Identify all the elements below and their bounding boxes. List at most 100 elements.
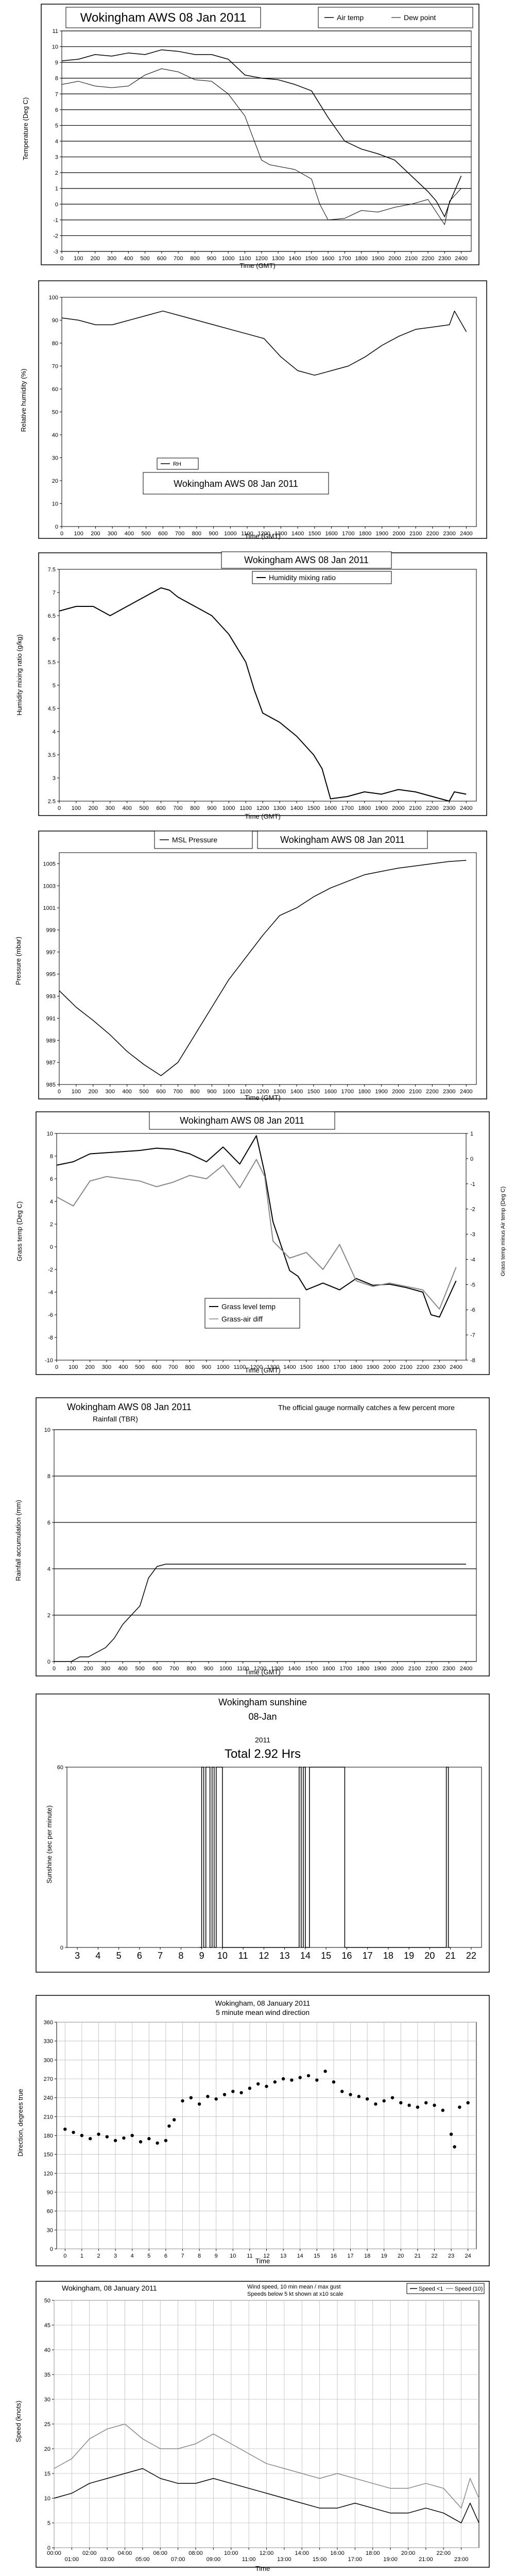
chart-title: Wokingham AWS 08 Jan 2011 (67, 1402, 192, 1412)
series-line-1 (61, 49, 462, 217)
data-point (365, 2097, 369, 2101)
chart-frame (38, 280, 487, 539)
x-tick-label: 0 (55, 1364, 58, 1370)
y-tick-label: 4 (50, 1199, 53, 1205)
series-line-1 (199, 1767, 451, 1948)
y-tick-label: 7.5 (48, 567, 56, 573)
y-tick-label: -10 (45, 1358, 53, 1364)
x-tick-label: 1600 (324, 1089, 337, 1095)
x-tick-label: 1100 (239, 1089, 252, 1095)
y-axis-label: Direction, degrees true (16, 2089, 24, 2157)
y-tick-label: -2 (53, 233, 58, 239)
x-tick-label: 09:00 (207, 2556, 221, 2563)
x-tick-label: 1800 (357, 1666, 369, 1672)
x-tick-label: 18 (364, 2253, 370, 2259)
y-tick-label: 0 (47, 1659, 50, 1665)
x-tick-label: 2100 (409, 805, 421, 811)
y-tick-label: 2 (47, 1613, 50, 1619)
x-tick-label: 1500 (300, 1364, 313, 1370)
x-tick-label: 2000 (388, 256, 401, 262)
y-axis-label: Grass temp (Deg C) (15, 1201, 23, 1261)
y-tick-label: 5 (55, 123, 58, 129)
y-tick-label: 20 (52, 478, 58, 484)
x-tick-label: 2100 (405, 256, 417, 262)
x-tick-label: 22 (431, 2253, 437, 2259)
x-tick-label: 14 (297, 2253, 303, 2259)
x-tick-label: 1300 (273, 1089, 286, 1095)
x-tick-label: 100 (68, 1364, 78, 1370)
x-tick-label: 13 (280, 2253, 286, 2259)
x-tick-label: 800 (190, 256, 199, 262)
x-tick-label: 10 (230, 2253, 236, 2259)
x-tick-label: 0 (63, 2253, 66, 2259)
x-tick-label: 1700 (339, 1666, 352, 1672)
data-point (424, 2101, 428, 2105)
chart-frame (38, 552, 487, 816)
chart-frame (41, 4, 479, 265)
x-tick-label: 2200 (426, 805, 438, 811)
y-tick-label: -6 (48, 1312, 53, 1318)
data-point (130, 2133, 134, 2138)
plot-area (59, 569, 477, 802)
legend-air-temp: Air temp (337, 13, 364, 22)
legend (157, 457, 199, 470)
x-tick-label: 21 (415, 2253, 421, 2259)
data-point (323, 2070, 327, 2073)
x-tick-label: 500 (141, 531, 150, 537)
y-tick-label: 4.5 (48, 706, 56, 712)
y-tick-label: 1003 (43, 883, 56, 889)
y-tick-label: 1 (55, 186, 58, 192)
data-point (197, 2102, 201, 2106)
x-tick-label: 7 (181, 2253, 184, 2259)
x-tick-label: 100 (72, 805, 81, 811)
data-point (466, 2101, 470, 2105)
y-tick-label: 9 (55, 60, 58, 66)
x-tick-label: 600 (152, 1364, 161, 1370)
x-tick-label: 1000 (219, 1666, 232, 1672)
x-tick-label: 400 (123, 1089, 132, 1095)
x-tick-label: 11 (238, 1951, 248, 1961)
y-tick-label: 3 (53, 775, 56, 782)
x-tick-label: 13:00 (277, 2556, 291, 2563)
data-point (441, 2108, 444, 2112)
series-line-2 (54, 2424, 479, 2509)
data-point (63, 2127, 67, 2131)
chart-frame (36, 2281, 490, 2568)
data-point (206, 2095, 210, 2098)
data-point (290, 2078, 294, 2082)
series-line-1 (59, 860, 467, 1076)
x-tick-label: 300 (102, 1364, 111, 1370)
y-tick-label: 3.5 (48, 752, 56, 758)
sunshine-chart: Wokingham sunshine 08-Jan 2011 Total 2.9… (36, 1693, 490, 1973)
series-line-1 (61, 310, 467, 376)
x-tick-label: 1100 (234, 1364, 246, 1370)
x-tick-label: 700 (173, 1089, 182, 1095)
x-tick-label: 300 (106, 1089, 115, 1095)
y-tick-label: 40 (52, 432, 58, 438)
y-tick-label: 210 (44, 2114, 53, 2120)
x-tick-label: 2100 (408, 1666, 421, 1672)
x-tick-label: 1 (80, 2253, 83, 2259)
data-point (222, 2093, 227, 2096)
x-tick-label: 100 (72, 1089, 81, 1095)
data-point (256, 2082, 260, 2086)
x-tick-label: 0 (53, 1666, 56, 1672)
y-tick-label: 180 (44, 2133, 53, 2139)
x-tick-label: 9 (215, 2253, 218, 2259)
data-point (449, 2132, 453, 2136)
chart-title: Wokingham, 08 January 2011 (62, 2284, 157, 2292)
x-tick-label: 22:00 (436, 2550, 451, 2556)
chart-frame (36, 1397, 490, 1676)
x-tick-label: 900 (207, 1089, 216, 1095)
x-tick-label: 6 (137, 1951, 142, 1961)
x-tick-label: 100 (74, 531, 83, 537)
x-tick-label: 2400 (455, 256, 467, 262)
y-axis-label: Pressure (mbar) (14, 937, 22, 985)
x-tick-label: 15 (314, 2253, 320, 2259)
data-point (390, 2096, 394, 2099)
x-axis-label: Time (255, 2257, 270, 2265)
x-tick-label: 1300 (267, 1364, 279, 1370)
data-point (382, 2099, 386, 2103)
x-tick-label: 900 (207, 805, 216, 811)
title-box (149, 1111, 335, 1130)
